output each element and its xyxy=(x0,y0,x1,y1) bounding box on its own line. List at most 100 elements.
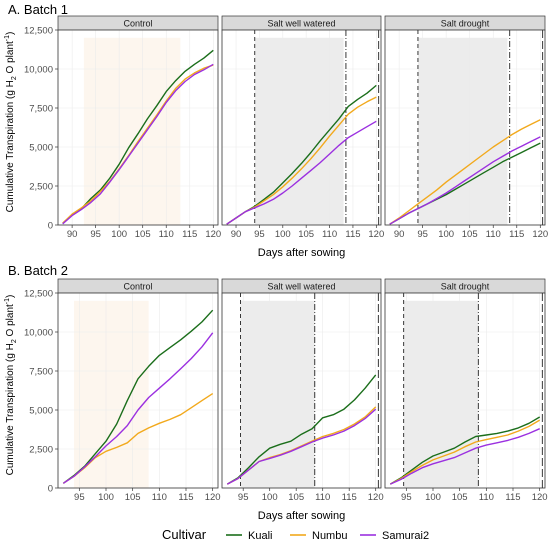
x-tick-label: 95 xyxy=(401,492,412,503)
panel-1: A. Batch 1 Control 90 95 100 105 110 115 120 0 2,5… xyxy=(4,2,548,259)
y-tick-label: 5,000 xyxy=(29,406,53,417)
x-tick-label: 115 xyxy=(342,492,357,503)
y-tick-label: 7,500 xyxy=(29,367,53,378)
x-tick-label: 105 xyxy=(452,492,468,503)
y-axis-label-sub1: 2 xyxy=(11,76,18,80)
series-line-samurai2 xyxy=(390,428,540,485)
treatment-shade xyxy=(417,37,508,225)
panel-title: A. Batch 1 xyxy=(8,2,68,17)
x-tick-label: 95 xyxy=(74,492,85,503)
y-axis-label-mid: O plant xyxy=(5,304,16,339)
x-tick-label: 120 xyxy=(368,492,384,503)
y-axis-label-end: ) xyxy=(5,32,16,35)
y-tick-label: 12,500 xyxy=(24,289,53,300)
treatment-shade xyxy=(403,300,479,488)
x-tick-label: 110 xyxy=(486,229,501,240)
legend: Cultivar Kuali Numbu Samurai2 xyxy=(162,527,429,542)
series-line-kuali xyxy=(226,374,377,485)
y-tick-label: 10,000 xyxy=(24,65,53,76)
x-tick-label: 100 xyxy=(111,229,127,240)
series-line-samurai2 xyxy=(389,136,541,225)
legend-label-kuali: Kuali xyxy=(248,530,272,542)
x-tick-label: 105 xyxy=(462,229,478,240)
y-axis-label-main: Cumulative Transpiration (g H xyxy=(5,80,16,212)
x-tick-label: 105 xyxy=(135,229,151,240)
plot-frame xyxy=(57,29,219,226)
series-line-samurai2 xyxy=(226,120,377,225)
treatment-shade xyxy=(74,300,149,488)
series-line-kuali xyxy=(62,309,214,484)
facet-label: Salt well watered xyxy=(267,19,335,29)
y-axis-label: Cumulative Transpiration (g H2 O plant-1… xyxy=(4,295,18,476)
panel-2: B. Batch 2 Control 95 100 105 110 115 120 0 2,500… xyxy=(4,263,548,522)
x-tick-label: 110 xyxy=(159,229,174,240)
y-tick-label: 7,500 xyxy=(29,104,53,115)
facet-1: Control 95 100 105 110 115 120 0 2,500 5,000 7,500… xyxy=(24,278,221,503)
y-axis-label: Cumulative Transpiration (g H2 O plant-1… xyxy=(4,32,18,213)
x-tick-label: 95 xyxy=(90,229,101,240)
x-tick-label: 105 xyxy=(288,492,304,503)
series-line-numbu xyxy=(389,419,541,485)
x-tick-label: 115 xyxy=(505,492,520,503)
treatment-shade xyxy=(240,300,315,488)
y-axis-label-mid: O plant xyxy=(5,41,16,76)
facet-3: Salt drought 95 100 105 110 115 120 xyxy=(384,278,548,503)
y-tick-label: 12,500 xyxy=(24,26,53,37)
x-tick-label: 110 xyxy=(152,492,167,503)
x-tick-label: 100 xyxy=(425,492,441,503)
x-tick-label: 115 xyxy=(178,492,193,503)
x-tick-label: 100 xyxy=(275,229,291,240)
y-axis-label-sup: -1 xyxy=(4,35,11,41)
facet-label: Control xyxy=(123,282,152,292)
series-line-kuali xyxy=(62,49,214,224)
x-tick-label: 115 xyxy=(345,229,360,240)
facet-1: Control 90 95 100 105 110 115 120 0 2,500 5,000 7,5… xyxy=(24,15,221,240)
legend-label-numbu: Numbu xyxy=(312,530,347,542)
x-tick-label: 120 xyxy=(368,229,384,240)
x-tick-label: 95 xyxy=(238,492,249,503)
x-tick-label: 120 xyxy=(532,492,548,503)
treatment-shade xyxy=(83,37,181,225)
facet-2: Salt well watered 90 95 100 105 110 115 120 xyxy=(221,15,384,240)
legend-title: Cultivar xyxy=(162,527,207,542)
panel-title: B. Batch 2 xyxy=(8,263,68,278)
facet-label: Control xyxy=(123,19,152,29)
y-tick-label: 5,000 xyxy=(29,143,53,154)
plot-frame xyxy=(384,29,546,226)
plot-frame xyxy=(221,29,382,226)
plot-frame xyxy=(57,292,219,489)
facet-label: Salt well watered xyxy=(267,282,335,292)
y-axis-label-main: Cumulative Transpiration (g H xyxy=(5,343,16,475)
y-axis-label-sup: -1 xyxy=(4,298,11,304)
x-tick-label: 95 xyxy=(254,229,265,240)
facet-3: Salt drought 90 95 100 105 110 115 120 xyxy=(384,15,548,240)
x-tick-label: 90 xyxy=(394,229,405,240)
x-tick-label: 115 xyxy=(509,229,524,240)
x-tick-label: 100 xyxy=(438,229,454,240)
series-line-samurai2 xyxy=(62,332,214,484)
x-tick-label: 120 xyxy=(205,229,221,240)
y-tick-label: 2,500 xyxy=(29,182,53,193)
plot-frame xyxy=(221,292,382,489)
y-tick-label: 2,500 xyxy=(29,445,53,456)
x-tick-label: 100 xyxy=(262,492,278,503)
x-tick-label: 100 xyxy=(98,492,114,503)
series-line-samurai2 xyxy=(226,408,377,485)
plot-frame xyxy=(384,292,546,489)
series-line-numbu xyxy=(62,64,214,224)
x-tick-label: 115 xyxy=(182,229,197,240)
x-tick-label: 105 xyxy=(125,492,141,503)
x-tick-label: 120 xyxy=(205,492,221,503)
x-tick-label: 110 xyxy=(479,492,494,503)
x-tick-label: 90 xyxy=(67,229,78,240)
series-line-kuali xyxy=(389,416,541,485)
facet-label: Salt drought xyxy=(441,19,490,29)
x-tick-label: 105 xyxy=(298,229,314,240)
x-tick-label: 110 xyxy=(322,229,337,240)
x-tick-label: 110 xyxy=(315,492,330,503)
x-axis-label: Days after sowing xyxy=(258,247,345,259)
x-axis-label: Days after sowing xyxy=(258,510,345,522)
facet-2: Salt well watered 95 100 105 110 115 120 xyxy=(221,278,384,503)
